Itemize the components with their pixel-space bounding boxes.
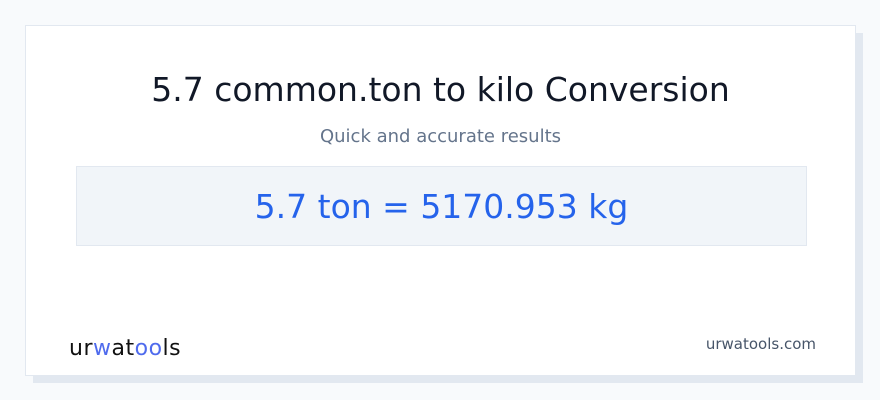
conversion-card: 5.7 common.ton to kilo Conversion Quick … (25, 25, 856, 376)
conversion-result: 5.7 ton = 5170.953 kg (76, 166, 807, 246)
urwatools-logo: urwatools (69, 336, 182, 361)
result-text: 5.7 ton = 5170.953 kg (254, 186, 629, 226)
site-link[interactable]: urwatools.com (705, 335, 816, 353)
page-title: 5.7 common.ton to kilo Conversion (151, 70, 730, 109)
page-subtitle: Quick and accurate results (319, 126, 562, 147)
